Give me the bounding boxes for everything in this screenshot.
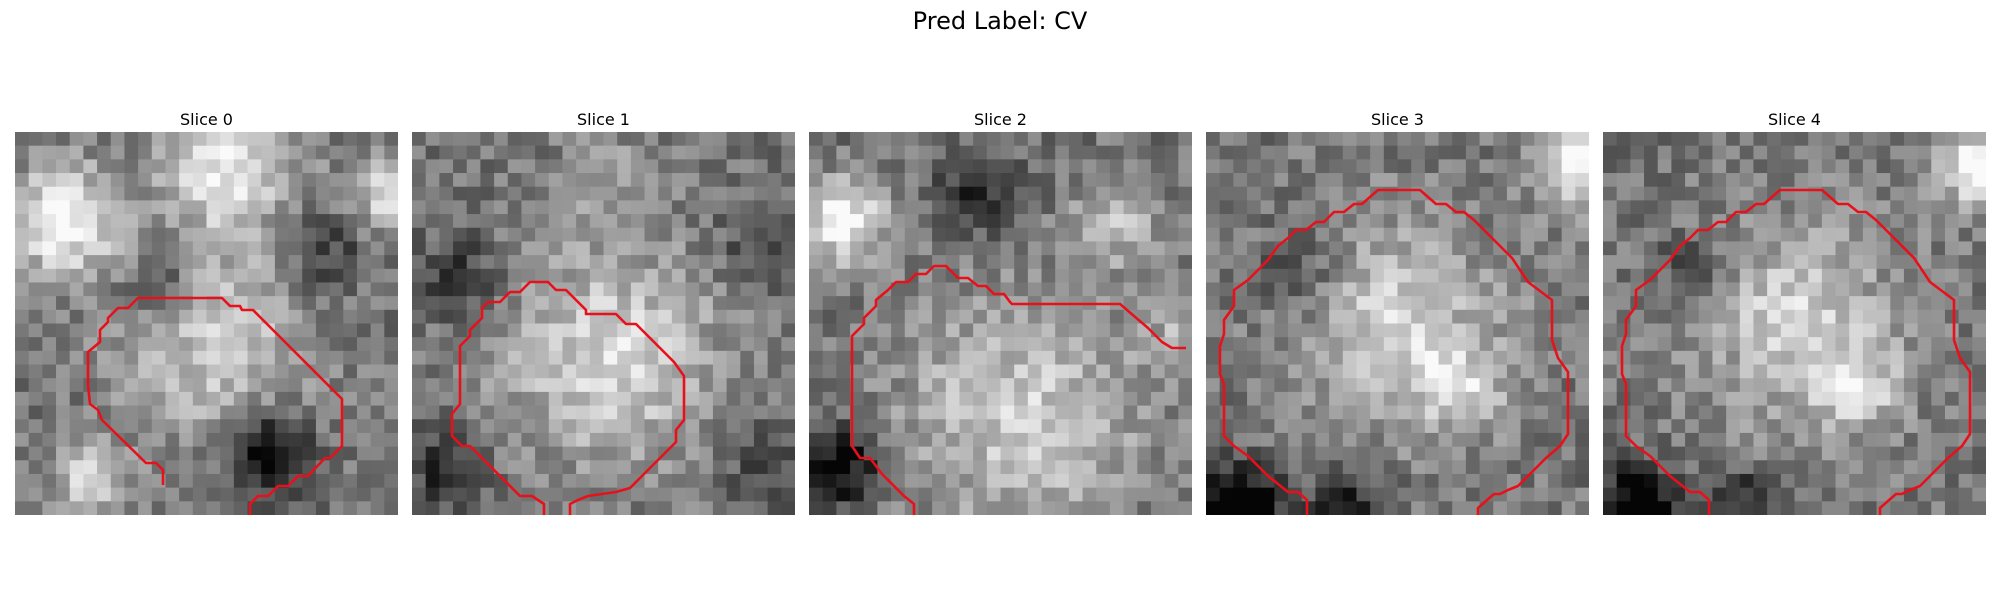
- slice-canvas: [1206, 132, 1589, 515]
- segmentation-contour: [850, 264, 1186, 515]
- slice-image-1: [412, 132, 795, 515]
- segmentation-contour: [86, 296, 344, 515]
- slice-canvas: [15, 132, 398, 515]
- slice-image-2: [809, 132, 1192, 515]
- slice-panel-2: Slice 2: [809, 108, 1192, 515]
- slice-panel-1: Slice 1: [412, 108, 795, 515]
- slice-canvas: [412, 132, 795, 515]
- figure-title: Pred Label: CV: [912, 7, 1088, 35]
- slice-image-0: [15, 132, 398, 515]
- segmentation-contour: [450, 280, 686, 515]
- slice-panel-3: Slice 3: [1206, 108, 1589, 515]
- slice-title-2: Slice 2: [974, 110, 1027, 129]
- slice-canvas: [809, 132, 1192, 515]
- slice-title-1: Slice 1: [577, 110, 630, 129]
- slice-title-0: Slice 0: [180, 110, 233, 129]
- segmentation-contour: [1620, 188, 1972, 515]
- slice-title-4: Slice 4: [1768, 110, 1821, 129]
- segmentation-contour: [1218, 188, 1570, 515]
- slice-image-3: [1206, 132, 1589, 515]
- slice-title-3: Slice 3: [1371, 110, 1424, 129]
- slice-panel-0: Slice 0: [15, 108, 398, 515]
- slice-image-4: [1603, 132, 1986, 515]
- slice-panel-4: Slice 4: [1603, 108, 1986, 515]
- slice-canvas: [1603, 132, 1986, 515]
